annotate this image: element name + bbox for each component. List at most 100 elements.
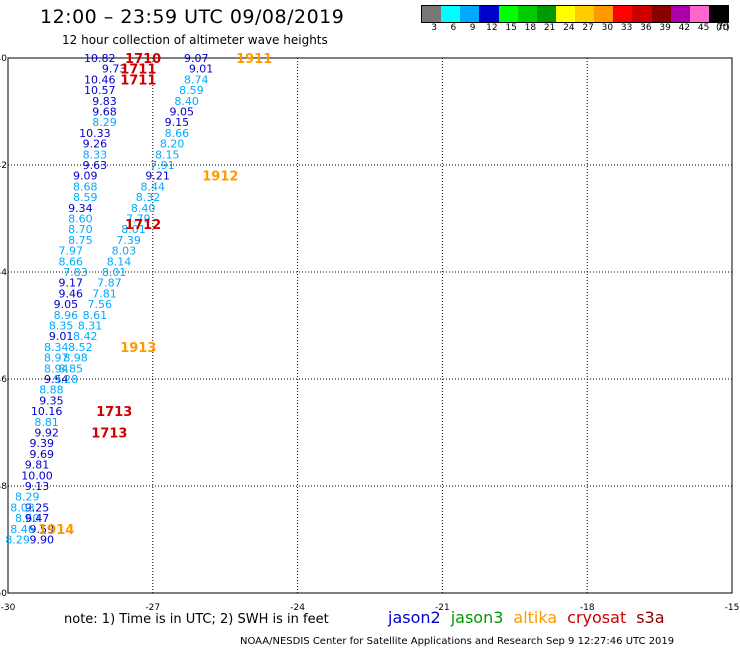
pass-label: 1713 xyxy=(91,427,127,442)
wave-height-label: 7.83 xyxy=(63,266,88,279)
legend-swatch xyxy=(536,6,556,22)
wave-height-label: 8.35 xyxy=(49,320,74,333)
pass-label: 1711 xyxy=(120,73,156,88)
wave-height-label: 8.32 xyxy=(136,191,161,204)
legend-swatch xyxy=(613,6,633,22)
map-title: 12:00 – 23:59 UTC 09/08/2019 xyxy=(40,6,345,28)
wave-height-label: 8.70 xyxy=(68,223,93,236)
wave-height-label: 9.92 xyxy=(34,427,59,440)
legend-swatch xyxy=(632,6,652,22)
legend-labels: 3 6 9 12 15 18 21 24 27 30 33 36 39 42 45 70 (ft) xyxy=(421,23,729,35)
wave-height-label: 8.03 xyxy=(112,245,137,258)
wave-height-label: 9.17 xyxy=(58,277,83,290)
y-tick-label: -42 xyxy=(0,161,7,171)
wave-height-label: 9.63 xyxy=(83,159,108,172)
legend-swatch xyxy=(498,6,518,22)
y-tick-label: -50 xyxy=(0,589,7,599)
x-tick-label: -21 xyxy=(435,603,450,613)
wave-height-label: 7.56 xyxy=(87,298,112,311)
wave-height-label: 8.85 xyxy=(58,362,83,375)
legend-swatch xyxy=(422,6,442,22)
legend-label: 6 xyxy=(450,23,457,33)
wave-height-label: 7.87 xyxy=(97,277,122,290)
wave-height-label: 8.14 xyxy=(107,255,132,268)
wave-height-label: 8.61 xyxy=(83,309,108,322)
wave-height-label: 9.68 xyxy=(92,106,117,119)
legend-label: 27 xyxy=(582,23,594,33)
wave-height-label: 8.74 xyxy=(184,73,209,86)
wave-height-label: 8.34 xyxy=(44,341,69,354)
wave-height-label: 9.59 xyxy=(30,523,55,536)
pass-label: 1911 xyxy=(236,52,272,67)
wave-height-label: 8.40 xyxy=(174,95,199,108)
satellite-jason3: jason3 xyxy=(450,608,504,627)
wave-height-label: 9.25 xyxy=(25,501,50,514)
wave-height-label: 8.46 xyxy=(10,523,35,536)
wave-height-label: 8.29 xyxy=(5,534,30,547)
wave-height-label: 9.81 xyxy=(25,459,50,472)
wave-height-label: 10.82 xyxy=(84,52,116,65)
wave-height-label: 9.21 xyxy=(145,170,170,183)
axis-ticks: -30 -27 -24 -21 -18 -15 -40 -42 -44 -46 -48 -50 xyxy=(0,54,739,613)
legend-swatch xyxy=(670,6,690,22)
wave-height-label: 9.28 xyxy=(54,373,79,386)
wave-height-label: 9.13 xyxy=(25,480,50,493)
x-tick-label: -24 xyxy=(290,603,305,613)
wave-height-label: 7.81 xyxy=(92,287,117,300)
legend-label: 3 xyxy=(431,23,437,33)
legend-label: 30 xyxy=(601,23,614,33)
wave-height-label: 10.57 xyxy=(84,84,116,97)
wave-height-label: 9.69 xyxy=(30,448,55,461)
wave-height-label: 9.07 xyxy=(184,52,209,65)
y-tick-label: -48 xyxy=(0,482,7,492)
wave-height-label: 8.52 xyxy=(68,341,93,354)
legend-swatch xyxy=(517,6,537,22)
wave-height-label: 8.60 xyxy=(15,512,40,525)
satellite-altika: altika xyxy=(513,608,558,627)
wave-height-label: 8.68 xyxy=(73,180,98,193)
map-grid xyxy=(7,57,733,594)
wave-height-label: 8.01 xyxy=(121,223,146,236)
x-tick-label: -15 xyxy=(725,603,740,613)
wave-height-label: 9.05 xyxy=(170,106,195,119)
note-text: note: 1) Time is in UTC; 2) SWH is in fe… xyxy=(64,612,329,627)
wave-height-label: 9.15 xyxy=(165,116,190,129)
wave-height-label: 8.94 xyxy=(44,362,69,375)
wave-height-label: 8.33 xyxy=(83,148,108,161)
legend-label: 12 xyxy=(486,23,498,33)
pass-label: 1713 xyxy=(96,405,132,420)
map-frame xyxy=(7,57,733,594)
wave-height-label: 9.54 xyxy=(44,373,69,386)
x-tick-label: -18 xyxy=(580,603,595,613)
satellite-jason2: jason2 xyxy=(388,608,441,627)
wave-height-label: 10.46 xyxy=(84,73,116,86)
legend-swatches xyxy=(421,5,729,23)
wave-height-label: 9.35 xyxy=(39,394,64,407)
wave-height-label: 9.47 xyxy=(25,512,50,525)
legend-label: 45 xyxy=(697,23,710,33)
wave-height-label: 8.29 xyxy=(92,116,117,129)
wave-height-label: 7.97 xyxy=(58,245,83,258)
wave-height-label: 9.01 xyxy=(49,330,74,343)
pass-label: 1712 xyxy=(125,218,161,233)
legend-label: 33 xyxy=(620,23,633,33)
satellite-legend: jason2 jason3 altika cryosat s3a xyxy=(388,608,675,627)
legend-label: 18 xyxy=(524,23,537,33)
color-legend: 3 6 9 12 15 18 21 24 27 30 33 36 39 42 45 70 (ft) xyxy=(421,5,730,35)
satellite-s3a: s3a xyxy=(636,608,665,627)
wave-height-labels: 10.829.7310.4610.579.839.688.2910.339.26… xyxy=(5,52,213,547)
wave-height-label: 8.59 xyxy=(179,84,204,97)
legend-swatch xyxy=(708,6,728,22)
wave-height-label: 9.09 xyxy=(73,170,98,183)
legend-label: 9 xyxy=(469,23,476,33)
wave-height-label: 8.96 xyxy=(54,309,79,322)
map-subtitle: 12 hour collection of altimeter wave hei… xyxy=(62,33,328,47)
wave-height-label: 8.66 xyxy=(165,127,190,140)
legend-swatch xyxy=(689,6,709,22)
legend-label: 15 xyxy=(505,23,517,33)
wave-height-label: 9.26 xyxy=(83,138,108,151)
wave-height-label: 9.34 xyxy=(68,202,93,215)
legend-label: 36 xyxy=(640,23,652,33)
pass-label: 1710 xyxy=(125,52,161,67)
wave-height-label: 9.01 xyxy=(189,63,214,76)
